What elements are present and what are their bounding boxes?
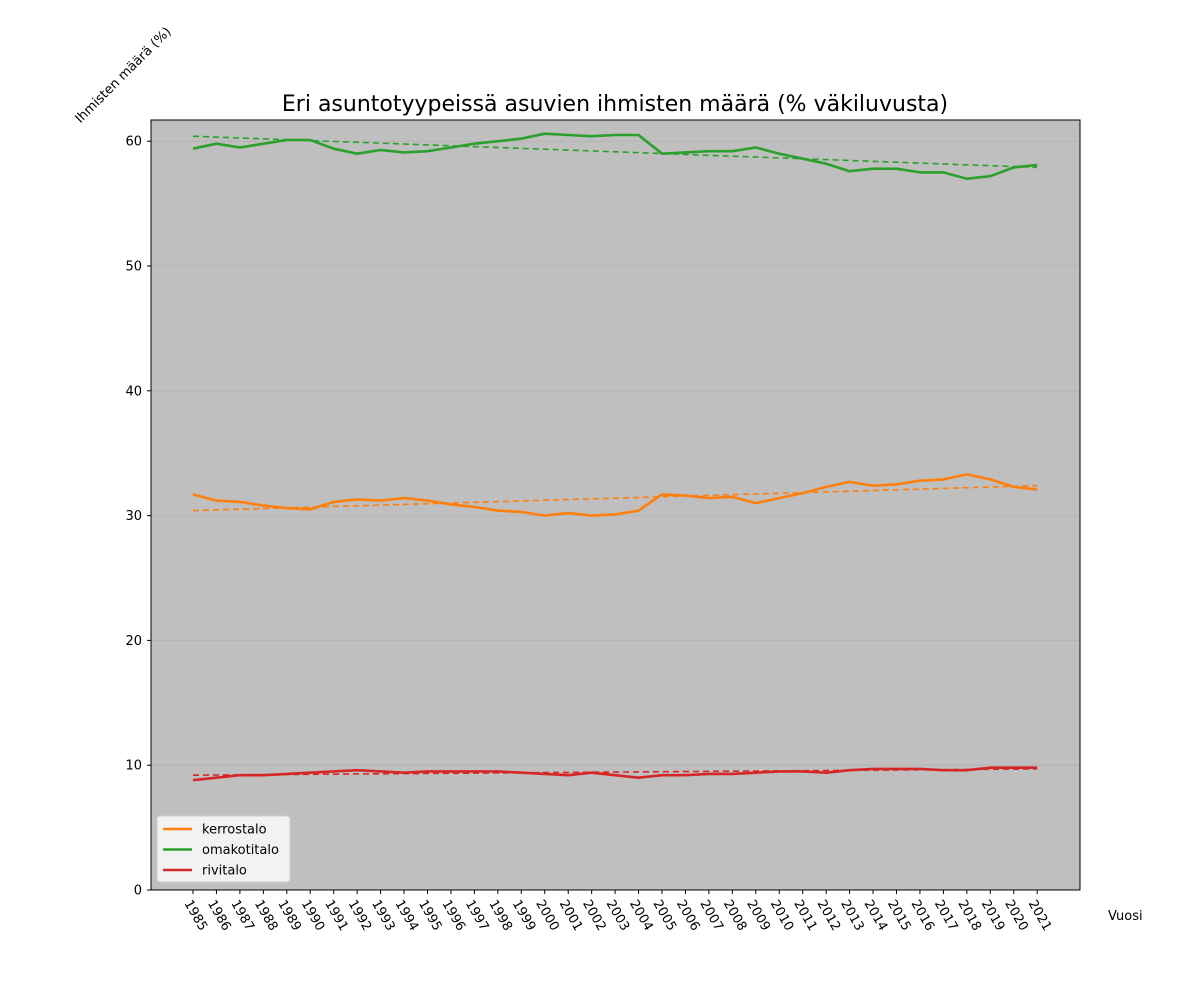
legend: kerrostalo omakotitalo rivitalo <box>156 815 291 883</box>
trend-line-omakotitalo <box>192 135 1038 169</box>
y-tick-label: 60 <box>125 135 142 150</box>
y-tick-label: 30 <box>125 509 142 524</box>
y-tick-label: 50 <box>125 260 142 275</box>
y-tick-label: 10 <box>125 759 142 774</box>
series-line-kerrostalo <box>192 473 1038 517</box>
y-tick-label: 0 <box>134 884 142 899</box>
x-axis-label: Vuosi <box>1108 909 1143 924</box>
y-axis-label: Ihmisten määrä (%) <box>73 25 175 127</box>
x-tick-label: 2021 <box>1025 898 1055 934</box>
series-line-omakotitalo <box>192 132 1038 180</box>
series-lines <box>192 132 1038 782</box>
y-axis: 0 10 20 30 40 50 60 <box>125 135 151 899</box>
trend-line-kerrostalo <box>192 484 1038 512</box>
x-axis: 1985198619871988198919901991199219931994… <box>181 890 1055 934</box>
chart-title: Eri asuntotyypeissä asuvien ihmisten mää… <box>282 92 948 117</box>
legend-label-omakotitalo: omakotitalo <box>202 843 279 858</box>
legend-box <box>156 815 291 883</box>
series-line-rivitalo <box>192 766 1038 782</box>
legend-label-kerrostalo: kerrostalo <box>202 823 267 838</box>
y-tick-label: 40 <box>125 384 142 399</box>
plot-area <box>151 120 1080 890</box>
legend-label-rivitalo: rivitalo <box>202 864 247 879</box>
y-tick-label: 20 <box>125 634 142 649</box>
